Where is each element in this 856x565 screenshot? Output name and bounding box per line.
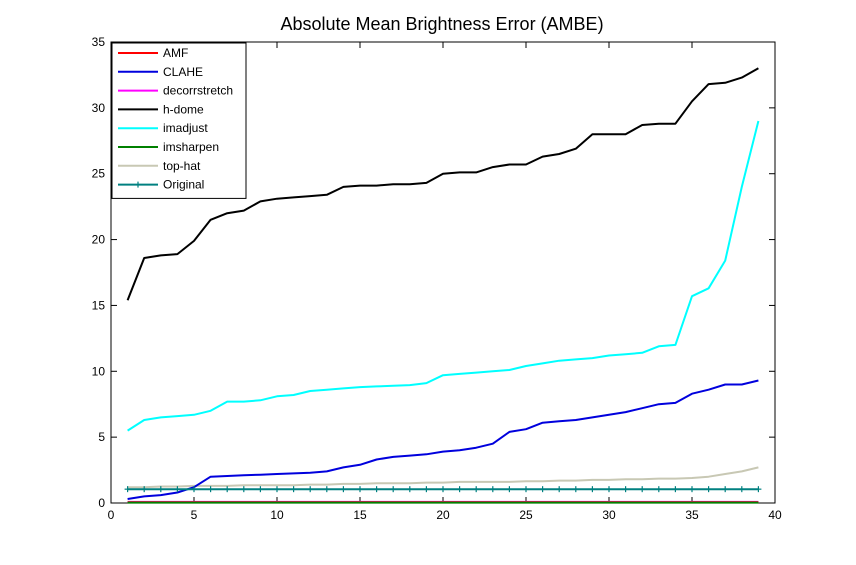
series-point-original bbox=[373, 486, 380, 493]
series-point-original bbox=[240, 486, 247, 493]
series-point-original bbox=[456, 486, 463, 493]
y-tick-label: 30 bbox=[92, 101, 106, 115]
x-tick-label: 35 bbox=[685, 508, 699, 522]
series-point-original bbox=[572, 486, 579, 493]
legend-label: AMF bbox=[163, 46, 188, 60]
series-point-original bbox=[257, 486, 264, 493]
series-point-original bbox=[705, 486, 712, 493]
legend-entry-top-hat: top-hat bbox=[118, 159, 201, 173]
series-point-original bbox=[755, 486, 762, 493]
series-point-original bbox=[340, 486, 347, 493]
series-point-original bbox=[523, 486, 529, 493]
axis-ticks: 0 5 10 15 20 25 30 35 40 0 5 10 15 20 25 30 35 bbox=[92, 35, 782, 522]
series-line-top-hat bbox=[127, 466, 759, 489]
x-tick-label: 20 bbox=[436, 508, 450, 522]
legend: AMF CLAHE decorrstretch h-dome imadjust imsha… bbox=[111, 42, 247, 199]
series-point-original bbox=[124, 486, 131, 493]
x-tick-label: 30 bbox=[602, 508, 616, 522]
x-tick-label: 10 bbox=[270, 508, 284, 522]
series-point-original bbox=[174, 486, 181, 493]
series-point-original bbox=[622, 486, 629, 493]
legend-entry-amf: AMF bbox=[118, 46, 188, 60]
y-tick-label: 25 bbox=[92, 167, 106, 181]
series-point-original bbox=[539, 486, 546, 493]
series-point-original bbox=[357, 486, 363, 493]
series-line-clahe bbox=[127, 379, 759, 500]
series-point-original bbox=[672, 486, 679, 493]
y-tick-label: 15 bbox=[92, 298, 106, 312]
legend-label: imsharpen bbox=[163, 140, 219, 154]
series-point-original bbox=[307, 486, 314, 493]
y-tick-label: 5 bbox=[98, 430, 105, 444]
legend-entry-h-dome: h-dome bbox=[118, 102, 204, 116]
series-point-original bbox=[274, 486, 280, 493]
series-point-original bbox=[589, 486, 596, 493]
series-point-original bbox=[506, 486, 513, 493]
legend-label: Original bbox=[163, 178, 204, 192]
series-point-original bbox=[556, 486, 563, 493]
y-tick-label: 0 bbox=[98, 496, 105, 510]
series-point-original bbox=[738, 486, 745, 493]
chart-title: Absolute Mean Brightness Error (AMBE) bbox=[280, 14, 603, 34]
x-tick-label: 25 bbox=[519, 508, 533, 522]
legend-entry-original: Original bbox=[118, 178, 204, 192]
series-point-original bbox=[473, 486, 480, 493]
series-point-original bbox=[157, 486, 164, 493]
legend-label: CLAHE bbox=[163, 65, 203, 79]
series-point-original bbox=[290, 486, 297, 493]
legend-entry-imsharpen: imsharpen bbox=[118, 140, 219, 154]
x-tick-label: 0 bbox=[108, 508, 115, 522]
x-tick-label: 15 bbox=[353, 508, 367, 522]
series-point-original bbox=[406, 486, 413, 493]
x-tick-label: 40 bbox=[768, 508, 782, 522]
series-point-original bbox=[224, 486, 231, 493]
y-tick-label: 20 bbox=[92, 233, 106, 247]
series-point-original bbox=[440, 486, 446, 493]
legend-label: imadjust bbox=[163, 121, 208, 135]
legend-entry-decorrstretch: decorrstretch bbox=[118, 84, 233, 98]
series-point-original bbox=[689, 486, 695, 493]
series-point-original bbox=[639, 486, 646, 493]
y-tick-label: 35 bbox=[92, 35, 106, 49]
series-point-original bbox=[722, 486, 729, 493]
y-tick-label: 10 bbox=[92, 364, 106, 378]
series-point-original bbox=[423, 486, 430, 493]
series-layer bbox=[124, 67, 762, 504]
x-tick-label: 5 bbox=[191, 508, 198, 522]
series-point-original bbox=[207, 486, 214, 493]
legend-entry-clahe: CLAHE bbox=[118, 65, 203, 79]
legend-label: h-dome bbox=[163, 102, 204, 116]
series-point-original bbox=[489, 486, 496, 493]
series-point-original bbox=[323, 486, 330, 493]
series-point-original bbox=[606, 486, 612, 493]
series-point-original bbox=[191, 486, 197, 493]
legend-label: top-hat bbox=[163, 159, 201, 173]
series-line-imadjust bbox=[127, 120, 760, 432]
series-point-original bbox=[141, 486, 148, 493]
series-line-h-dome bbox=[126, 67, 759, 301]
legend-box bbox=[111, 42, 247, 199]
series-point-original bbox=[655, 486, 662, 493]
legend-label: decorrstretch bbox=[163, 84, 233, 98]
series-point-original bbox=[390, 486, 397, 493]
legend-entry-imadjust: imadjust bbox=[118, 121, 208, 135]
